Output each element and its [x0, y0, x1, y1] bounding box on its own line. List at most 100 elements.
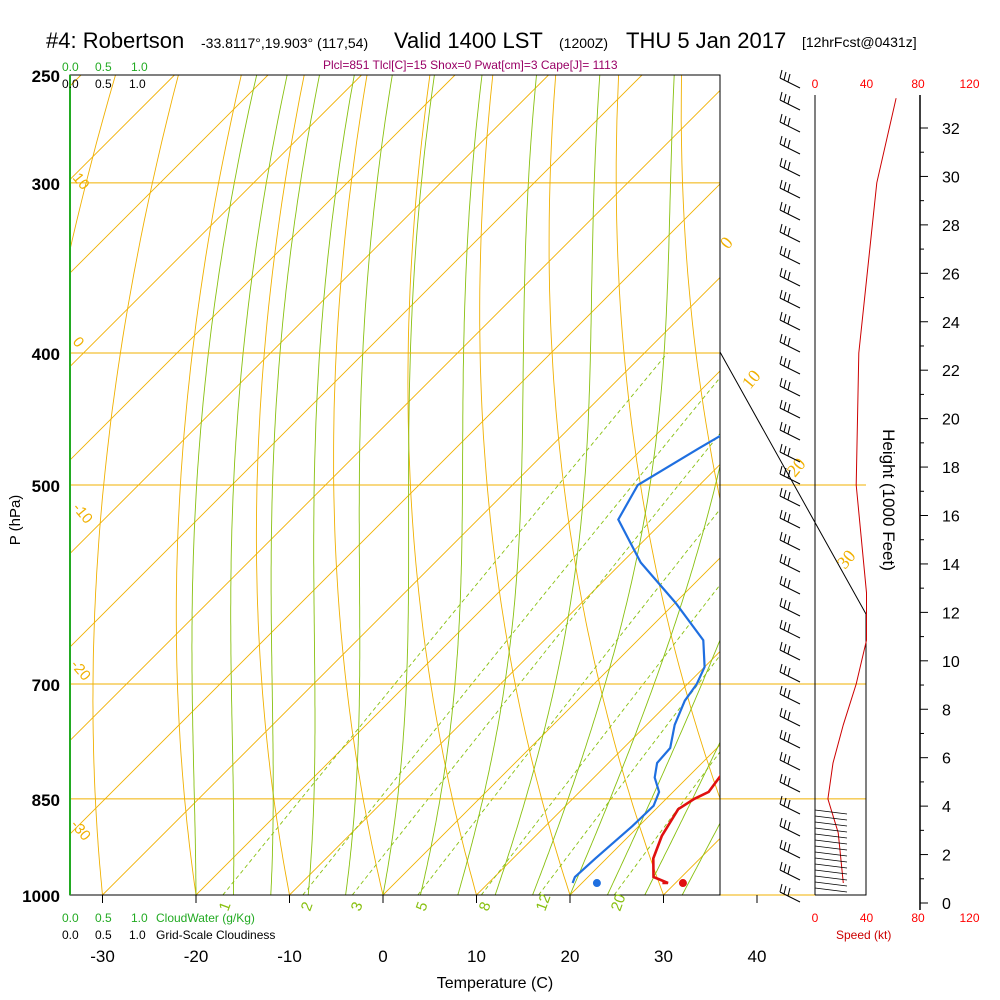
wind-barb-flag — [779, 69, 783, 79]
wind-barb-flag — [787, 535, 791, 545]
wind-barb-flag — [783, 643, 787, 653]
wind-barb-flag — [779, 421, 783, 431]
wind-barb-low — [814, 851, 848, 857]
moist-adiabat-label: -10 — [69, 500, 96, 528]
wind-barb-flag — [787, 887, 791, 897]
wind-barb-low — [814, 815, 848, 821]
wind-barb-flag — [779, 685, 783, 695]
wind-barb-flag — [783, 423, 787, 433]
wind-barb-flag — [783, 115, 787, 125]
wind-barb-flag — [787, 579, 791, 589]
wind-barb-flag — [787, 755, 791, 765]
moist-adiabat — [532, 75, 675, 895]
wind-barb-flag — [783, 687, 787, 697]
wind-barb-flag — [779, 179, 783, 189]
wind-barb-staff — [779, 671, 801, 683]
wind-barb-staff — [779, 187, 801, 199]
cloudiness-tick-top: 0.5 — [95, 77, 112, 91]
height-tick-label: 22 — [942, 363, 960, 380]
cloudiness-tick-bottom: 0.5 — [95, 928, 112, 942]
wind-barb-staff — [779, 715, 801, 727]
wind-barb-flag — [787, 249, 791, 259]
wind-barb-flag — [779, 861, 783, 871]
wind-barb-flag — [783, 445, 787, 455]
wind-barb-flag — [783, 313, 787, 323]
wind-barb-flag — [787, 469, 791, 479]
moist-adiabat — [569, 464, 720, 895]
cloudiness-tick-bottom: 1.0 — [129, 928, 146, 942]
wind-barb-low — [814, 833, 848, 839]
wind-barb-flag — [783, 753, 787, 763]
wind-barb-flag — [783, 291, 787, 301]
wind-barb-flag — [787, 425, 791, 435]
height-tick-label: 26 — [942, 266, 960, 283]
dewpoint-line — [571, 434, 720, 884]
cloudiness-tick-top: 0.0 — [62, 77, 79, 91]
wind-barb-flag — [787, 667, 791, 677]
wind-barb-flag — [783, 797, 787, 807]
wind-barb-staff — [779, 759, 801, 771]
speed-tick-bottom: 80 — [911, 911, 925, 925]
wind-barb-low — [814, 887, 848, 893]
height-tick-label: 4 — [942, 799, 951, 816]
dry-adiabat-label: 20 — [783, 454, 810, 481]
temperature-tick-label: 0 — [378, 947, 387, 966]
height-tick-label: 6 — [942, 751, 951, 768]
cloudwater-tick-top: 0.0 — [62, 60, 79, 74]
dry-adiabat — [479, 75, 571, 895]
temperature-tick-label: -30 — [90, 947, 115, 966]
moist-adiabat-label: 10 — [69, 170, 93, 194]
wind-barb-flag — [787, 271, 791, 281]
wind-barb-low — [814, 809, 848, 815]
wind-barb-flag — [787, 161, 791, 171]
speed-tick-top: 120 — [959, 77, 979, 91]
wind-barb-low — [814, 839, 848, 845]
wind-barb-flag — [783, 731, 787, 741]
height-tick-label: 30 — [942, 169, 960, 186]
wind-barb-staff — [779, 605, 801, 617]
wind-barb-staff — [779, 429, 801, 441]
wind-barb-flag — [783, 489, 787, 499]
wind-barb-flag — [783, 599, 787, 609]
wind-barb-staff — [779, 539, 801, 551]
wind-barb-flag — [783, 335, 787, 345]
dry-adiabat — [333, 75, 384, 895]
dry-adiabat — [92, 75, 179, 895]
wind-barb-flag — [779, 597, 783, 607]
wind-barb-flag — [783, 885, 787, 895]
wind-barb-flag — [783, 93, 787, 103]
wind-barb-flag — [779, 619, 783, 629]
wind-barb-flag — [787, 799, 791, 809]
height-tick-label: 28 — [942, 218, 960, 235]
wind-barb-flag — [787, 689, 791, 699]
mixing-ratio-line — [222, 352, 668, 895]
wind-barb-flag — [779, 641, 783, 651]
speed-axis-label: Speed (kt) — [836, 928, 891, 942]
height-tick-label: 20 — [942, 412, 960, 429]
wind-barb-flag — [779, 355, 783, 365]
wind-barb-staff — [779, 253, 801, 265]
wind-barb-flag — [787, 623, 791, 633]
wind-barb-flag — [779, 333, 783, 343]
wind-barb-flag — [787, 381, 791, 391]
pressure-tick-label: 300 — [32, 175, 60, 194]
surface-dewpoint-dot — [592, 879, 601, 888]
wind-barb-flag — [783, 533, 787, 543]
wind-barb-flag — [779, 553, 783, 563]
speed-tick-bottom: 0 — [812, 911, 819, 925]
pressure-tick-label: 500 — [32, 477, 60, 496]
height-axis-label: Height (1000 Feet) — [879, 429, 898, 571]
wind-barb-staff — [779, 143, 801, 155]
wind-barb-staff — [779, 583, 801, 595]
wind-barb-staff — [779, 297, 801, 309]
wind-barb-flag — [783, 159, 787, 169]
wind-barb-low — [814, 875, 848, 881]
dry-adiabat — [680, 75, 720, 502]
pressure-tick-label: 1000 — [22, 887, 60, 906]
wind-barb-flag — [783, 379, 787, 389]
wind-barb-flag — [787, 227, 791, 237]
wind-barb-flag — [779, 817, 783, 827]
pressure-tick-label: 850 — [32, 791, 60, 810]
wind-barb-flag — [787, 645, 791, 655]
